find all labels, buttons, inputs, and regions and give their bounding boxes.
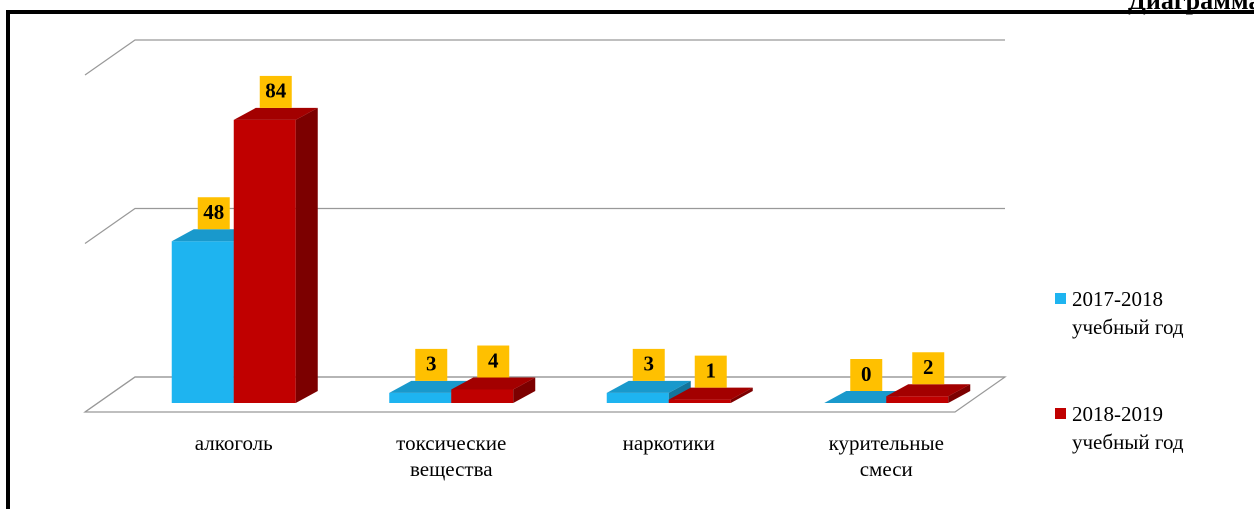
frame xyxy=(6,10,1254,509)
value-label-box xyxy=(415,348,448,381)
legend-label: 2017-2018 учебный год xyxy=(1072,287,1184,339)
bar xyxy=(233,107,318,404)
value-label-box xyxy=(632,348,665,381)
value-label: 48 xyxy=(203,200,224,224)
x-tick-label: алкоголь xyxy=(194,431,273,455)
x-tick-label: токсические вещества xyxy=(396,431,507,481)
bar xyxy=(886,384,971,403)
legend-swatch xyxy=(1055,408,1066,419)
value-label-box xyxy=(197,197,230,230)
x-tick-label: наркотики xyxy=(622,431,715,455)
value-label-box xyxy=(912,352,945,385)
legend-label: 2018-2019 учебный год xyxy=(1072,402,1184,454)
value-label: 3 xyxy=(426,352,437,376)
floor xyxy=(83,376,1007,413)
value-label-box xyxy=(694,355,727,388)
grid-line xyxy=(84,39,1005,76)
value-label-box xyxy=(850,359,883,391)
value-label: 2 xyxy=(923,355,934,379)
value-label: 0 xyxy=(861,362,872,386)
bar xyxy=(668,387,753,403)
value-label-box xyxy=(259,75,292,108)
value-label: 4 xyxy=(488,348,499,372)
legend-swatch xyxy=(1055,293,1066,304)
x-tick-label: курительные смеси xyxy=(828,431,944,481)
bar xyxy=(451,377,536,403)
value-label: 1 xyxy=(706,358,717,382)
value-label: 84 xyxy=(265,79,287,103)
grid-line xyxy=(84,207,1005,244)
value-label: 3 xyxy=(644,352,655,376)
value-label-box xyxy=(477,345,510,378)
